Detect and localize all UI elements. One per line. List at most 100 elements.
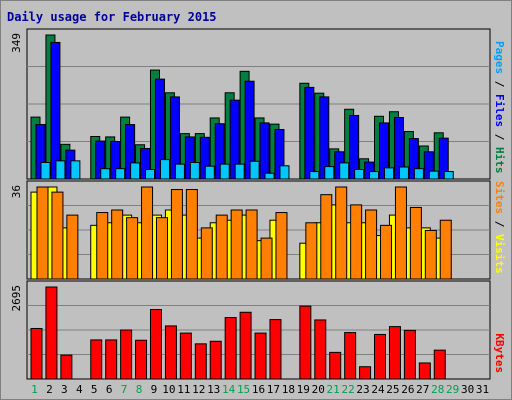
day-label-2: 2 <box>46 383 53 396</box>
bar-kbytes-kbytes-day-14 <box>224 317 237 380</box>
bar-kbytes-kbytes-day-19 <box>299 305 312 380</box>
bar-kbytes-kbytes-day-10 <box>164 325 177 380</box>
panel-visits-max-label: 36 <box>10 185 23 198</box>
bar-hits-pages-day-21 <box>339 162 350 180</box>
day-label-18: 18 <box>282 383 295 396</box>
bar-kbytes-kbytes-day-21 <box>329 351 342 380</box>
side-label-part: Pages <box>493 41 506 74</box>
day-label-7: 7 <box>121 383 128 396</box>
bar-hits-pages-day-8 <box>145 169 156 180</box>
bar-visits-sites-day-9 <box>155 217 168 280</box>
bar-hits-pages-day-5 <box>100 168 111 180</box>
bar-visits-sites-day-13 <box>215 214 228 280</box>
bar-hits-pages-day-19 <box>309 171 320 180</box>
bar-hits-pages-day-9 <box>159 159 170 180</box>
day-label-28: 28 <box>431 383 444 396</box>
day-label-14: 14 <box>222 383 236 396</box>
bar-hits-pages-day-3 <box>70 160 81 180</box>
bar-hits-pages-day-10 <box>174 163 185 180</box>
day-label-27: 27 <box>416 383 429 396</box>
day-label-23: 23 <box>356 383 369 396</box>
bar-hits-pages-day-28 <box>443 171 454 180</box>
day-label-4: 4 <box>76 383 83 396</box>
side-label-part: / <box>493 214 506 234</box>
bar-kbytes-kbytes-day-23 <box>359 366 372 380</box>
bar-visits-sites-day-28 <box>439 219 452 280</box>
bar-hits-pages-day-12 <box>204 165 215 180</box>
day-label-11: 11 <box>177 383 190 396</box>
bar-kbytes-kbytes-day-15 <box>239 311 252 380</box>
panel-hits-side-label: Pages / Files / Hits <box>493 41 506 174</box>
bar-visits-sites-day-25 <box>394 186 407 280</box>
bar-visits-sites-day-15 <box>245 209 258 280</box>
bar-visits-sites-day-6 <box>111 209 124 280</box>
day-label-13: 13 <box>207 383 220 396</box>
side-label-part: KBytes <box>493 333 506 373</box>
bar-visits-sites-day-12 <box>200 227 213 280</box>
day-label-10: 10 <box>162 383 175 396</box>
bar-kbytes-kbytes-day-6 <box>105 339 118 380</box>
bar-visits-sites-day-8 <box>141 186 154 280</box>
bar-kbytes-kbytes-day-5 <box>90 339 103 380</box>
bar-kbytes-kbytes-day-7 <box>120 329 133 380</box>
bar-visits-sites-day-17 <box>275 212 288 280</box>
panel-visits-side-label: Sites / Visits <box>493 181 506 274</box>
bar-kbytes-kbytes-day-27 <box>418 362 431 380</box>
day-label-8: 8 <box>136 383 143 396</box>
bar-visits-sites-day-5 <box>96 212 109 280</box>
panel-kbytes-side-label: KBytes <box>493 333 506 373</box>
bar-hits-pages-day-6 <box>115 168 126 180</box>
bar-kbytes-kbytes-day-17 <box>269 319 282 380</box>
day-label-29: 29 <box>446 383 459 396</box>
bar-hits-pages-day-16 <box>264 172 275 180</box>
bar-hits-pages-day-23 <box>369 171 380 180</box>
bar-hits-pages-day-24 <box>384 167 395 180</box>
bar-hits-pages-day-7 <box>130 162 141 180</box>
bar-visits-sites-day-11 <box>185 189 198 280</box>
bar-kbytes-kbytes-day-8 <box>135 339 148 380</box>
bar-visits-sites-day-20 <box>320 194 333 280</box>
day-label-12: 12 <box>192 383 205 396</box>
bar-kbytes-kbytes-day-28 <box>433 349 446 380</box>
bar-visits-sites-day-27 <box>424 229 437 280</box>
bar-kbytes-kbytes-day-13 <box>209 340 222 380</box>
day-label-17: 17 <box>267 383 280 396</box>
bar-hits-pages-day-11 <box>189 161 200 180</box>
day-label-6: 6 <box>106 383 113 396</box>
bar-hits-files-day-16 <box>259 122 270 180</box>
day-label-15: 15 <box>237 383 250 396</box>
side-label-part: / <box>493 127 506 147</box>
bar-visits-sites-day-23 <box>365 209 378 280</box>
day-label-19: 19 <box>297 383 310 396</box>
day-label-5: 5 <box>91 383 98 396</box>
bar-hits-files-day-19 <box>304 86 315 180</box>
day-label-20: 20 <box>312 383 325 396</box>
bar-kbytes-kbytes-day-22 <box>344 332 357 380</box>
side-label-part: Sites <box>493 181 506 214</box>
bar-hits-pages-day-20 <box>324 166 335 180</box>
bar-kbytes-kbytes-day-24 <box>374 333 387 380</box>
panel-kbytes-max-label: 2695 <box>10 285 23 312</box>
chart-title: Daily usage for February 2015 <box>7 10 217 24</box>
bar-kbytes-kbytes-day-3 <box>60 354 73 380</box>
bar-visits-sites-day-21 <box>335 186 348 280</box>
bar-visits-sites-day-22 <box>350 204 363 280</box>
bar-visits-sites-day-26 <box>409 206 422 280</box>
panel-hits-max-label: 349 <box>10 33 23 53</box>
bar-kbytes-kbytes-day-1 <box>30 327 43 380</box>
day-label-31: 31 <box>476 383 489 396</box>
bar-visits-sites-day-14 <box>230 209 243 280</box>
side-label-part: Hits <box>493 147 506 174</box>
bar-hits-pages-day-25 <box>398 166 409 180</box>
bar-kbytes-kbytes-day-12 <box>194 343 207 380</box>
bar-visits-sites-day-1 <box>36 186 49 280</box>
bar-visits-sites-day-10 <box>170 189 183 280</box>
bar-hits-pages-day-13 <box>219 163 230 180</box>
bar-hits-pages-day-26 <box>413 168 424 180</box>
bar-visits-sites-day-3 <box>66 214 79 280</box>
day-label-26: 26 <box>401 383 414 396</box>
side-label-part: Visits <box>493 234 506 274</box>
side-label-part: Files <box>493 94 506 127</box>
